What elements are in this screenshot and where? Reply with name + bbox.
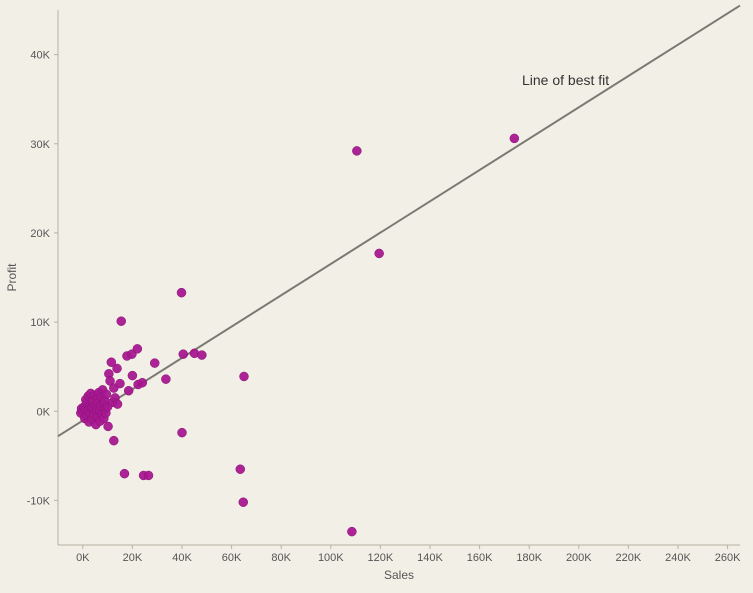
data-point	[120, 469, 129, 478]
data-point	[177, 288, 186, 297]
x-tick-label: 220K	[616, 552, 642, 564]
x-tick-label: 120K	[368, 552, 394, 564]
data-point	[510, 134, 519, 143]
x-tick-label: 40K	[172, 552, 192, 564]
x-tick-label: 80K	[271, 552, 291, 564]
data-point	[109, 436, 118, 445]
data-point	[150, 359, 159, 368]
data-point	[116, 379, 125, 388]
x-tick-label: 180K	[516, 552, 542, 564]
data-point	[133, 344, 142, 353]
x-tick-label: 20K	[123, 552, 143, 564]
data-point	[240, 372, 249, 381]
data-point	[375, 249, 384, 258]
scatter-chart: -10K 0K 10K 20K 30K 40K 0K 20K 40K 60K 80K 100K 120K…	[0, 0, 753, 593]
data-point	[117, 317, 126, 326]
x-tick-label: 200K	[566, 552, 592, 564]
data-point	[102, 390, 111, 399]
x-tick-label: 100K	[318, 552, 344, 564]
x-tick-label: 160K	[467, 552, 493, 564]
x-axis-label: Sales	[384, 568, 414, 582]
data-point	[239, 498, 248, 507]
x-tick-label: 260K	[715, 552, 741, 564]
y-axis-label: Profit	[5, 263, 19, 292]
y-tick-label: 40K	[30, 50, 50, 62]
data-point	[179, 350, 188, 359]
x-tick-label: 0K	[76, 552, 90, 564]
data-point	[113, 400, 122, 409]
data-point	[347, 527, 356, 536]
data-point	[113, 364, 122, 373]
data-point	[138, 378, 147, 387]
chart-svg: -10K 0K 10K 20K 30K 40K 0K 20K 40K 60K 80K 100K 120K…	[0, 0, 753, 593]
y-tick-label: 30K	[30, 139, 50, 151]
data-point	[161, 375, 170, 384]
data-point	[104, 422, 113, 431]
y-tick-label: 20K	[30, 228, 50, 240]
x-tick-label: 140K	[417, 552, 443, 564]
data-point	[178, 428, 187, 437]
x-tick-label: 240K	[665, 552, 691, 564]
data-point	[128, 371, 137, 380]
data-point	[197, 351, 206, 360]
data-point	[352, 146, 361, 155]
y-tick-label: 0K	[37, 406, 51, 418]
y-tick-label: -10K	[27, 495, 51, 507]
data-point	[236, 465, 245, 474]
data-point	[124, 386, 133, 395]
x-tick-label: 60K	[222, 552, 242, 564]
y-tick-label: 10K	[30, 317, 50, 329]
data-point	[144, 471, 153, 480]
annotation-label: Line of best fit	[522, 72, 609, 88]
